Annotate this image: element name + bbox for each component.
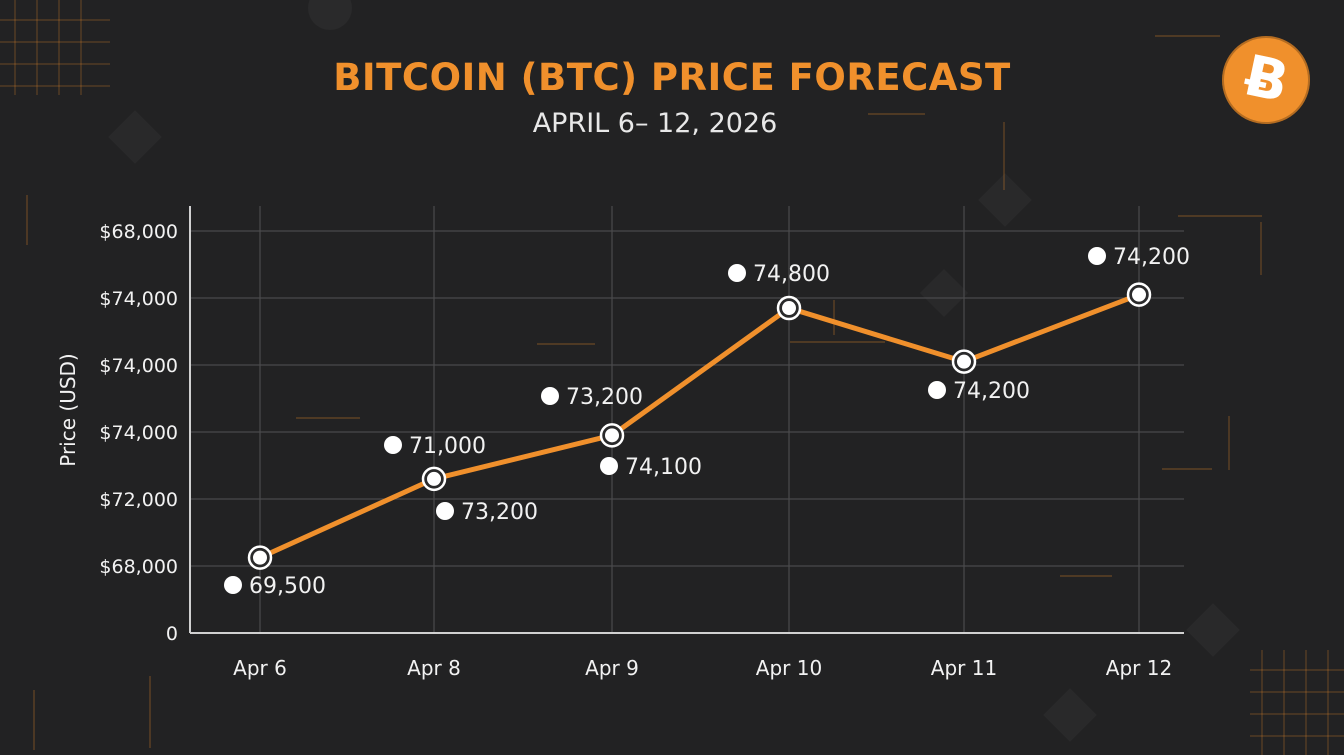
annotation-bullet	[728, 264, 746, 282]
decor-circle	[308, 0, 352, 30]
data-annotation: 73,200	[541, 385, 643, 410]
annotation-label: 69,500	[249, 574, 326, 599]
y-tick-label: $74,000	[99, 355, 178, 377]
y-tick-label: 0	[166, 623, 178, 645]
annotation-label: 74,100	[625, 455, 702, 480]
data-point-marker	[599, 423, 625, 448]
data-annotation: 74,200	[1088, 245, 1190, 270]
data-annotation: 74,100	[600, 455, 702, 480]
annotation-bullet	[436, 502, 454, 520]
x-tick-label: Apr 10	[756, 656, 822, 680]
y-tick-label: $74,000	[99, 288, 178, 310]
data-point-marker	[247, 545, 273, 570]
y-tick-label: $68,000	[99, 556, 178, 578]
annotation-label: 74,200	[953, 379, 1030, 404]
x-tick-label: Apr 11	[931, 656, 997, 680]
marker-inner-dot	[605, 428, 619, 443]
marker-inner-dot	[957, 354, 971, 369]
y-tick-label: $72,000	[99, 489, 178, 511]
y-tick-label: $68,000	[99, 221, 178, 243]
data-annotation: 73,200	[436, 500, 538, 525]
x-tick-label: Apr 8	[407, 656, 461, 680]
annotation-bullet	[541, 387, 559, 405]
annotation-label: 71,000	[409, 434, 486, 459]
data-annotation: 69,500	[224, 574, 326, 599]
x-tick-label: Apr 6	[233, 656, 287, 680]
annotation-bullet	[224, 576, 242, 594]
data-point-marker	[776, 295, 802, 321]
data-point-marker	[421, 466, 447, 492]
data-annotation: 74,200	[928, 379, 1030, 404]
marker-inner-dot	[253, 550, 267, 565]
x-tick-label: Apr 9	[585, 656, 639, 680]
bitcoin-logo-icon: Ƀ	[1222, 36, 1310, 124]
data-annotation: 74,800	[728, 262, 830, 287]
data-point-marker	[951, 349, 977, 374]
decor-diamond	[919, 268, 969, 318]
chart-subtitle: APRIL 6– 12, 2026	[532, 108, 778, 139]
annotation-bullet	[1088, 247, 1106, 265]
annotation-label: 73,200	[566, 385, 643, 410]
chart-title: BITCOIN (BTC) PRICE FORECAST	[333, 56, 1011, 99]
annotation-label: 73,200	[461, 500, 538, 525]
annotation-label: 74,800	[753, 262, 830, 287]
price-series-line	[257, 292, 1142, 561]
y-tick-label: $74,000	[99, 422, 178, 444]
annotation-label: 74,200	[1113, 245, 1190, 270]
x-tick-label: Apr 12	[1106, 656, 1172, 680]
annotation-bullet	[384, 436, 402, 454]
data-annotation: 71,000	[384, 434, 486, 459]
marker-inner-dot	[782, 301, 796, 316]
y-axis-label: Price (USD)	[56, 353, 80, 467]
annotation-bullet	[928, 381, 946, 399]
annotation-bullet	[600, 457, 618, 475]
decor-diamond	[108, 110, 162, 164]
data-point-marker	[1126, 282, 1152, 307]
marker-inner-dot	[1132, 287, 1146, 302]
marker-inner-dot	[427, 471, 441, 486]
